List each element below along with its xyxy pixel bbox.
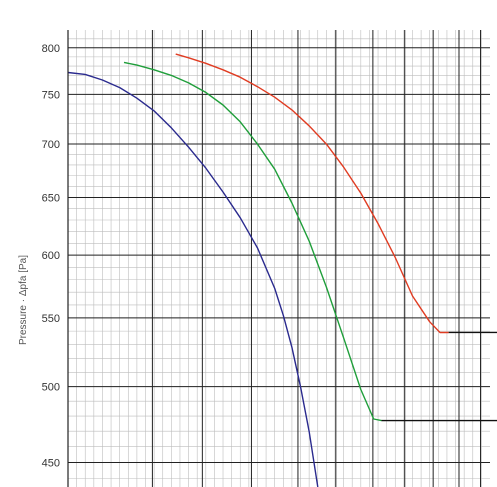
series-line-3 bbox=[175, 53, 449, 334]
series-line-2 bbox=[123, 61, 382, 422]
y-tick-label: 600 bbox=[42, 250, 60, 262]
y-tick-label: 500 bbox=[42, 382, 60, 394]
y-tick-label: 800 bbox=[42, 43, 60, 55]
y-tick-label: 700 bbox=[42, 139, 60, 151]
y-tick-label: 650 bbox=[42, 192, 60, 204]
y-tick-label: 750 bbox=[42, 89, 60, 101]
major-grid bbox=[68, 30, 490, 487]
y-tick-label: 550 bbox=[42, 313, 60, 325]
y-axis-label: Pressure · Δpfa [Pa] bbox=[18, 255, 29, 345]
minor-grid bbox=[68, 30, 490, 487]
y-tick-labels: 450 500 550 600 650 700 750 800 bbox=[42, 43, 60, 470]
series-line-1 bbox=[67, 71, 319, 487]
y-tick-label: 450 bbox=[42, 458, 60, 470]
series-layer bbox=[67, 53, 497, 487]
